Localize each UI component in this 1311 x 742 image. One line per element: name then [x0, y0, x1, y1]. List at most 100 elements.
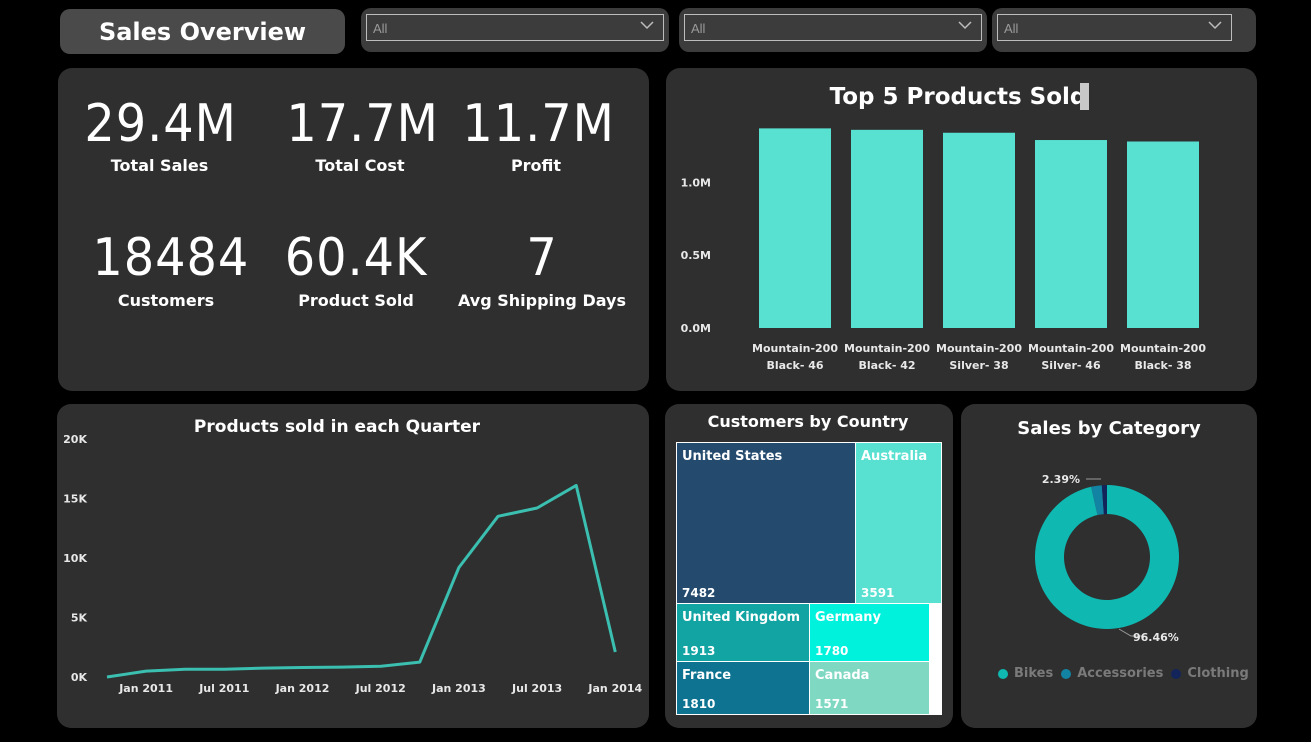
filter-value-1: All	[373, 21, 388, 36]
y-tick-label: 0.0M	[681, 322, 711, 335]
x-tick-label: Jan 2013	[431, 682, 486, 695]
kpi-total-sales-label: Total Sales	[110, 156, 209, 175]
kpi-total-cost-label: Total Cost	[315, 156, 405, 175]
treemap-value: 3591	[861, 586, 895, 600]
treemap-value: 7482	[682, 586, 716, 600]
kpi-customers-label: Customers	[117, 291, 215, 310]
treemap-cell-united-kingdom[interactable]: United Kingdom 1913	[676, 603, 810, 662]
chevron-down-icon	[1208, 21, 1222, 30]
treemap-label: United Kingdom	[682, 610, 801, 625]
filter-dropdown-1[interactable]: All	[366, 14, 664, 41]
top-products-chart: 0.0M 0.5M 1.0M Mountain-200 Black- 46 Mountai…	[681, 128, 1206, 372]
bar	[943, 132, 1015, 328]
x-tick-label: Jul 2013	[511, 682, 562, 695]
filter-slicer-2[interactable]: All	[679, 8, 987, 52]
treemap-cell-australia[interactable]: Australia 3591	[855, 442, 942, 604]
x-tick-label: Black- 42	[858, 359, 915, 372]
quarter-line-chart: 0K 5K 10K 15K 20K Jan 2011 Jul 2011 Jan 2012 Jul…	[63, 433, 642, 695]
treemap-value: 1571	[815, 697, 849, 711]
x-tick-label: Silver- 38	[949, 359, 1008, 372]
country-treemap-title: Customers by Country	[707, 412, 909, 431]
x-tick-label: Silver- 46	[1041, 359, 1101, 372]
treemap-cell-canada[interactable]: Canada 1571	[809, 661, 930, 715]
kpi-profit-value: 11.7M	[462, 94, 615, 154]
legend-dot-clothing	[1171, 668, 1182, 679]
category-donut-panel: Sales by Category 2.39% 96.46%	[961, 404, 1257, 728]
kpi-total-sales-value: 29.4M	[84, 94, 237, 154]
top-products-panel: Top 5 Products Sold 0.0M 0.5M 1.0M Mountain…	[666, 68, 1257, 391]
kpi-customers-value: 18484	[92, 228, 250, 288]
legend-label-clothing: Clothing	[1187, 666, 1249, 681]
legend-label-bikes: Bikes	[1014, 666, 1054, 681]
kpi-panel: 29.4M Total Sales 17.7M Total Cost 11.7M…	[58, 68, 649, 391]
slice-label-accessories: 2.39%	[1042, 473, 1080, 486]
filter-slicer-3[interactable]: All	[992, 8, 1256, 52]
pie-slice	[1035, 485, 1179, 629]
x-tick-label: Jul 2012	[355, 682, 406, 695]
filter-dropdown-2[interactable]: All	[684, 14, 982, 41]
x-tick-label: Mountain-200	[752, 342, 838, 355]
country-treemap-panel: Customers by Country United States 7482 …	[665, 404, 953, 728]
filter-value-3: All	[1004, 21, 1019, 36]
top-products-title: Top 5 Products Sold	[829, 84, 1087, 110]
treemap-value: 1780	[815, 644, 849, 658]
y-tick-label: 15K	[63, 493, 87, 506]
x-tick-label: Jan 2012	[275, 682, 330, 695]
kpi-profit-label: Profit	[510, 156, 562, 175]
kpi-total-cost-value: 17.7M	[286, 94, 439, 154]
x-tick-label: Mountain-200	[844, 342, 930, 355]
legend-label-accessories: Accessories	[1077, 666, 1164, 681]
treemap-label: Canada	[815, 668, 870, 683]
label-leader	[1118, 628, 1145, 637]
pie-slice	[1091, 485, 1104, 516]
chevron-down-icon	[958, 21, 972, 30]
treemap-label: France	[682, 668, 732, 683]
treemap-cell-germany[interactable]: Germany 1780	[809, 603, 930, 662]
filter-value-2: All	[691, 21, 706, 36]
slice-label-bikes: 96.46%	[1133, 631, 1179, 644]
quarter-line-title: Products sold in each Quarter	[193, 417, 481, 437]
bar	[759, 128, 831, 328]
kpi-product-sold-value: 60.4K	[284, 228, 428, 288]
treemap-cell-france[interactable]: France 1810	[676, 661, 810, 715]
pie-slice	[1101, 485, 1107, 515]
bar	[851, 129, 923, 328]
y-tick-label: 20K	[63, 433, 87, 446]
page-title: Sales Overview	[60, 9, 345, 54]
category-donut-title: Sales by Category	[1017, 418, 1201, 439]
filter-dropdown-3[interactable]: All	[997, 14, 1232, 41]
y-tick-label: 5K	[71, 612, 88, 625]
x-tick-label: Mountain-200	[1120, 342, 1206, 355]
bar	[1127, 141, 1199, 328]
treemap-cell-other[interactable]	[930, 603, 942, 715]
treemap-label: Germany	[815, 610, 881, 625]
x-tick-label: Jan 2014	[587, 682, 642, 695]
x-tick-label: Black- 46	[766, 359, 823, 372]
x-tick-label: Mountain-200	[936, 342, 1022, 355]
series-line	[106, 483, 617, 679]
legend-dot-bikes	[998, 668, 1008, 679]
kpi-shipping-days-value: 7	[526, 228, 558, 288]
y-tick-label: 10K	[63, 552, 87, 565]
treemap-value: 1913	[682, 644, 716, 658]
x-tick-label: Black- 38	[1134, 359, 1191, 372]
treemap-label: Australia	[861, 449, 928, 464]
treemap-cell-united-states[interactable]: United States 7482	[676, 442, 856, 604]
title-cursor-marker	[1080, 83, 1089, 110]
category-donut-chart: 2.39% 96.46%	[1035, 473, 1179, 644]
x-tick-label: Jul 2011	[198, 682, 249, 695]
x-tick-label: Jan 2011	[118, 682, 173, 695]
x-tick-label: Mountain-200	[1028, 342, 1114, 355]
bar	[1035, 140, 1107, 328]
chevron-down-icon	[640, 21, 654, 30]
filter-slicer-1[interactable]: All	[361, 8, 669, 52]
y-tick-label: 0.5M	[681, 249, 711, 262]
kpi-product-sold-label: Product Sold	[298, 291, 414, 310]
legend-dot-accessories	[1061, 668, 1072, 679]
category-legend: Bikes Accessories Clothing	[998, 666, 1249, 681]
treemap-value: 1810	[682, 697, 716, 711]
kpi-shipping-days-label: Avg Shipping Days	[457, 291, 626, 310]
quarter-line-panel: Products sold in each Quarter 0K 5K 10K 15K…	[57, 404, 649, 728]
y-tick-label: 1.0M	[681, 176, 711, 189]
treemap-label: United States	[682, 449, 783, 464]
